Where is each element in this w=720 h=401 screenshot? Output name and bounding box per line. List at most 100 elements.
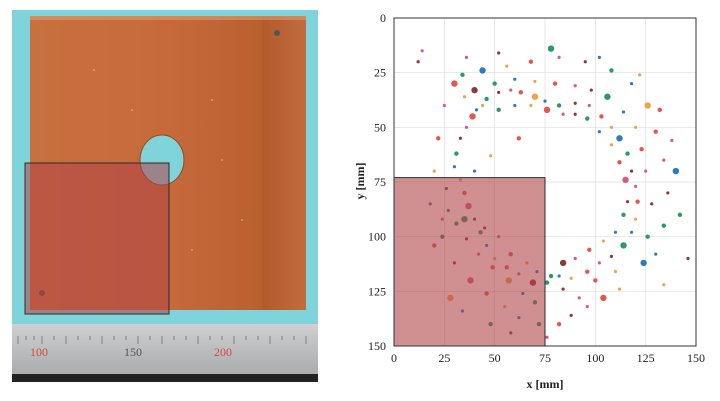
scatter-plot: 0 25 50 75 100 125 150 0 25 50 75 100 125 150 x [mm]… <box>353 11 705 391</box>
data-point <box>531 93 539 100</box>
data-point <box>666 191 670 195</box>
data-point <box>635 199 640 204</box>
data-point <box>672 167 680 175</box>
data-point <box>644 102 651 109</box>
data-point <box>585 269 590 274</box>
data-point <box>454 151 459 156</box>
x-axis-ticks: 0 25 50 75 100 125 150 <box>391 351 705 365</box>
x-tick-label: 150 <box>687 351 705 365</box>
data-point <box>629 230 634 234</box>
data-point <box>585 305 589 309</box>
plot-highlight-region <box>393 177 546 347</box>
data-point <box>597 261 601 265</box>
data-point <box>639 147 644 152</box>
data-point <box>533 79 537 84</box>
data-point <box>471 86 478 94</box>
scatter-plot-panel: 0 25 50 75 100 125 150 0 25 50 75 100 125 150 x [mm]… <box>336 0 720 396</box>
data-point <box>513 77 517 81</box>
data-point <box>577 296 581 300</box>
x-tick-label: 100 <box>586 351 604 365</box>
data-point <box>573 101 577 105</box>
data-point <box>557 274 561 278</box>
data-point <box>625 151 630 156</box>
data-point <box>480 103 485 108</box>
data-point <box>585 116 590 121</box>
data-point <box>621 212 626 217</box>
data-point <box>638 73 642 77</box>
data-point <box>464 125 469 129</box>
x-tick-label: 0 <box>391 351 397 365</box>
data-point <box>629 82 634 86</box>
data-point <box>569 313 573 317</box>
data-point <box>601 239 605 243</box>
x-axis-label: x [mm] <box>527 377 564 391</box>
data-point <box>552 81 558 86</box>
data-point <box>620 242 627 249</box>
data-point <box>497 90 501 94</box>
data-point <box>464 55 469 59</box>
y-tick-label: 50 <box>374 120 386 134</box>
data-point <box>416 60 420 64</box>
data-point <box>650 202 654 206</box>
data-point <box>609 143 614 147</box>
data-point <box>557 55 561 59</box>
ruler-label-100: 100 <box>30 345 48 359</box>
data-point <box>484 96 489 102</box>
data-point <box>489 154 493 158</box>
data-point <box>662 158 666 162</box>
data-point <box>609 68 614 73</box>
data-point <box>496 107 501 113</box>
data-point <box>617 160 622 165</box>
data-point <box>492 81 497 86</box>
data-point <box>613 270 618 274</box>
data-point <box>451 80 458 87</box>
data-point <box>474 108 479 112</box>
data-point <box>617 287 622 291</box>
data-point <box>597 130 601 134</box>
data-point <box>583 60 587 64</box>
data-point <box>634 125 638 129</box>
data-point <box>432 169 436 173</box>
data-point <box>458 136 463 140</box>
data-point <box>469 113 476 120</box>
data-point <box>442 103 446 108</box>
ruler-ticks <box>17 336 307 344</box>
data-point <box>600 294 607 302</box>
data-point <box>569 276 573 280</box>
x-tick-label: 50 <box>489 351 501 365</box>
data-point <box>479 67 486 74</box>
x-tick-label: 125 <box>637 351 655 365</box>
data-point <box>593 278 598 283</box>
y-tick-label: 150 <box>368 339 386 353</box>
data-point <box>604 93 611 100</box>
y-axis-label: y [mm] <box>353 163 367 200</box>
data-point <box>497 51 501 55</box>
data-point <box>587 103 591 108</box>
data-point <box>544 280 550 285</box>
data-point <box>529 103 533 108</box>
data-point <box>573 256 577 261</box>
data-point <box>640 259 647 267</box>
data-point <box>513 103 517 108</box>
data-point <box>686 256 690 261</box>
screw-top-right <box>274 30 280 36</box>
data-point <box>556 321 562 327</box>
data-point <box>436 136 441 141</box>
data-point <box>543 99 547 103</box>
data-point <box>657 107 662 113</box>
data-point <box>573 112 577 116</box>
data-point <box>561 287 565 291</box>
data-point <box>616 135 623 142</box>
data-point <box>599 114 604 119</box>
data-point <box>509 88 513 92</box>
data-point <box>662 283 666 287</box>
data-point <box>645 234 650 239</box>
y-tick-label: 0 <box>380 11 386 25</box>
data-point <box>597 55 601 59</box>
data-point <box>518 90 524 95</box>
data-point <box>629 169 634 173</box>
x-tick-label: 25 <box>438 351 450 365</box>
data-point <box>654 252 658 256</box>
data-point <box>561 112 565 116</box>
ruler <box>12 324 318 378</box>
